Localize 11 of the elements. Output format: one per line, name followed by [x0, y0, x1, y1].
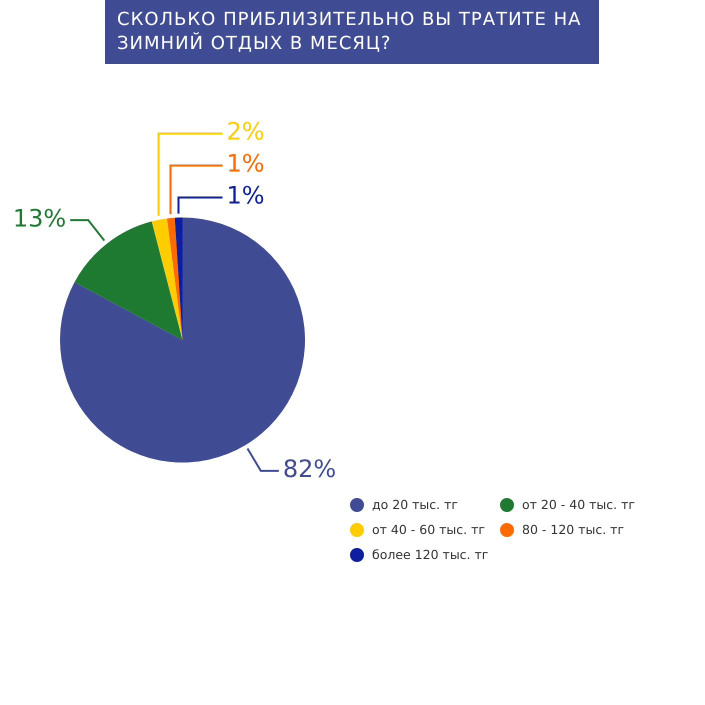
data-label: 82%: [282, 455, 336, 484]
chart-title: СКОЛЬКО ПРИБЛИЗИТЕЛЬНО ВЫ ТРАТИТЕ НА ЗИМНИЙ ОТДЫХ В МЕСЯЦ?: [105, 0, 599, 64]
data-label: 1%: [226, 150, 265, 178]
legend-label: от 20 - 40 тыс. тг: [522, 497, 635, 512]
legend-label: от 40 - 60 тыс. тг: [372, 522, 485, 537]
data-label: 1%: [226, 182, 265, 210]
legend-label: до 20 тыс. тг: [372, 497, 458, 512]
legend-label: более 120 тыс. тг: [372, 547, 488, 562]
legend-label: 80 - 120 тыс. тг: [522, 522, 624, 537]
data-label: 2%: [226, 118, 265, 146]
data-label: 13%: [12, 204, 66, 232]
